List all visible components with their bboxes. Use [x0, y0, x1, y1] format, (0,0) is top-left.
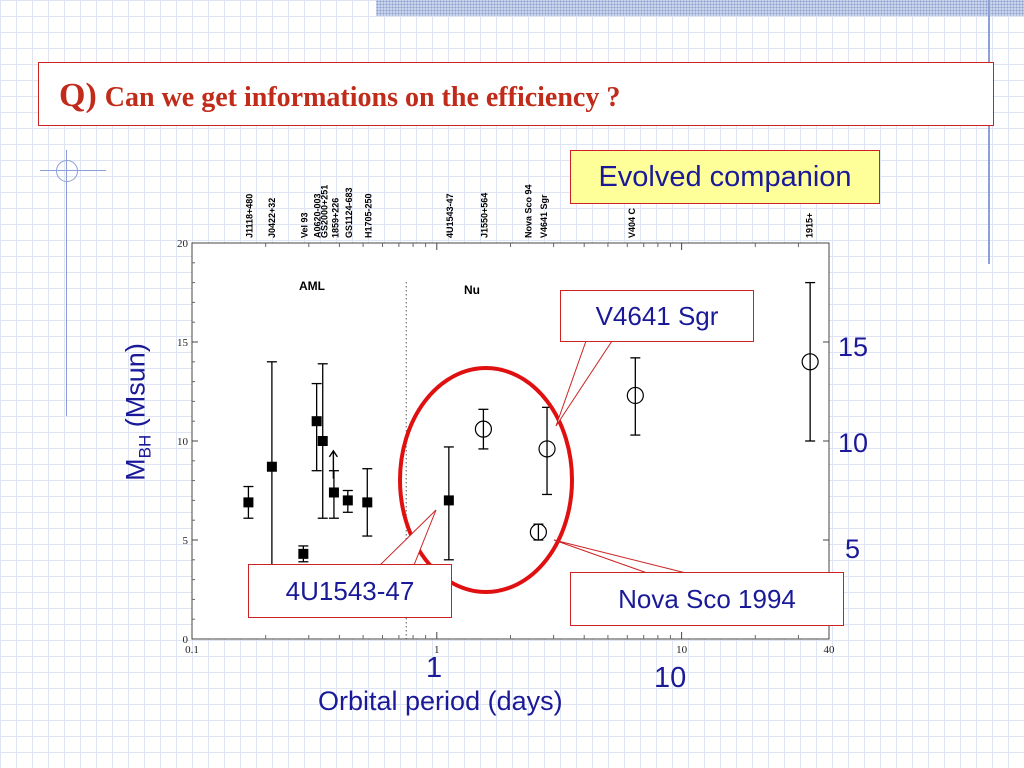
slide-title-box: Q) Can we get informations on the effici… — [38, 62, 994, 126]
data-point — [529, 523, 547, 541]
square-marker — [311, 416, 322, 427]
y-tick-label: 15 — [177, 337, 189, 349]
data-point — [243, 485, 254, 519]
data-point — [317, 363, 328, 519]
y-tick-label: 10 — [177, 436, 189, 448]
x-tick-label: 0.1 — [185, 644, 199, 656]
region-label-aml: AML — [299, 279, 325, 293]
y-tick-label: 0 — [183, 634, 189, 646]
callout-4u1543-47: 4U1543-47 — [248, 564, 452, 618]
highlight-ellipse — [398, 366, 574, 594]
data-point — [626, 357, 644, 436]
y-axis-label: MBH (Msun) — [120, 343, 155, 481]
square-marker — [317, 436, 328, 446]
square-marker — [362, 497, 373, 508]
region-label-nu: Nu — [464, 283, 480, 297]
source-label: J1550+564 — [479, 193, 489, 238]
y-label-subscript: BH — [135, 434, 155, 459]
source-label: A0620-003 — [313, 193, 323, 238]
big-y-tick-5: 5 — [845, 534, 861, 564]
x-tick-label: 10 — [676, 644, 688, 656]
source-label: V4641 Sgr — [539, 194, 549, 238]
data-point — [298, 545, 309, 563]
decorative-circle — [56, 160, 78, 182]
square-marker — [328, 487, 339, 498]
lower-limit-arrow-head — [328, 449, 338, 458]
source-label: GS2000+251 — [320, 185, 330, 238]
data-point — [443, 446, 454, 561]
circle-marker — [626, 386, 644, 405]
circle-marker — [538, 440, 556, 458]
slide-title: Q) Can we get informations on the effici… — [59, 77, 620, 115]
evolved-companion-label: Evolved companion — [570, 150, 880, 204]
source-label: 1915+ — [805, 213, 815, 238]
source-label: Vel 93 — [299, 212, 309, 238]
x-tick-label: 40 — [824, 644, 836, 656]
y-label-rest: (Msun) — [120, 343, 151, 435]
source-label: 4U1543-47 — [445, 193, 455, 238]
circle-marker — [474, 420, 493, 438]
source-label: J1118+480 — [244, 194, 254, 238]
data-point — [342, 489, 353, 513]
title-question: Can we get informations on the efficienc… — [104, 82, 621, 113]
x-axis-label: Orbital period (days) — [318, 686, 563, 716]
y-tick-label: 20 — [177, 238, 189, 250]
square-marker — [342, 495, 353, 506]
source-label: 1859+226 — [330, 198, 340, 238]
big-y-tick-15: 15 — [838, 332, 869, 362]
square-marker — [443, 495, 454, 506]
decorative-left-line — [66, 150, 67, 416]
source-label: GS1124-683 — [344, 187, 354, 238]
square-marker — [298, 548, 309, 559]
source-label: H1705-250 — [363, 193, 373, 238]
circle-marker — [801, 353, 819, 371]
x-tick-label: 1 — [434, 644, 440, 656]
callout-v4641-sgr: V4641 Sgr — [560, 290, 754, 342]
big-y-tick-10: 10 — [838, 428, 869, 458]
square-marker — [266, 461, 277, 472]
source-label: J0422+32 — [267, 198, 277, 238]
title-prefix: Q) — [59, 77, 97, 114]
y-tick-label: 5 — [183, 535, 189, 547]
y-label-main: M — [120, 458, 151, 481]
circle-marker — [529, 523, 547, 541]
data-point — [538, 406, 556, 496]
top-decoration-bar — [376, 0, 1024, 16]
big-x-tick-1: 1 — [426, 652, 443, 684]
square-marker — [243, 497, 254, 508]
data-point — [474, 408, 493, 450]
data-point — [311, 382, 322, 472]
big-x-tick-10: 10 — [654, 662, 687, 694]
callout-nova-sco-1994: Nova Sco 1994 — [570, 572, 844, 626]
source-label: V404 C — [627, 207, 637, 238]
data-point — [801, 281, 819, 442]
source-label: Nova Sco 94 — [524, 184, 534, 238]
decorative-vertical-line — [988, 0, 990, 264]
data-point — [362, 468, 373, 537]
